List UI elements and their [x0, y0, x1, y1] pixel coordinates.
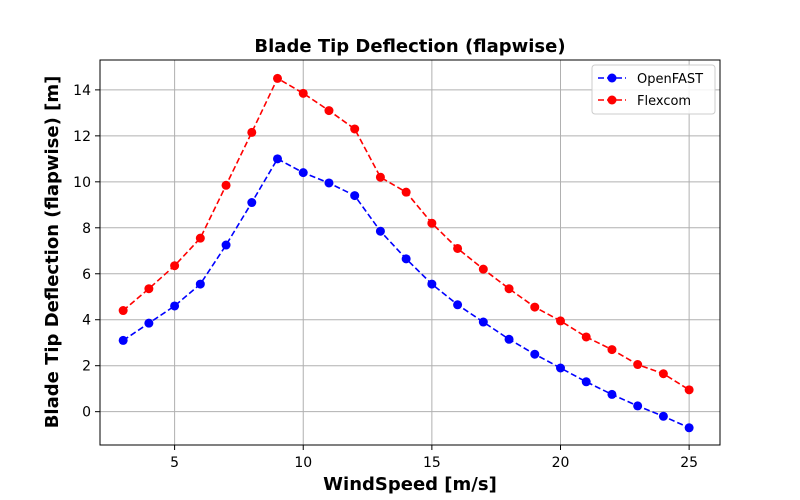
flexcom-point [658, 369, 668, 379]
openfast-point [195, 279, 205, 289]
series-layer [118, 73, 694, 433]
legend-box [591, 64, 716, 115]
legend: OpenFAST Flexcom [591, 64, 716, 115]
openfast-point [375, 226, 385, 236]
openfast-point [427, 279, 437, 289]
openfast-point [633, 401, 643, 411]
openfast-point [581, 377, 591, 387]
y-tick-label: 6 [82, 267, 91, 283]
openfast-legend-label: OpenFAST [637, 72, 703, 87]
y-tick-label: 4 [82, 313, 91, 329]
flexcom-legend-label: Flexcom [637, 94, 691, 109]
y-tick-label: 14 [73, 83, 91, 99]
flexcom-point [633, 360, 643, 370]
openfast-point [247, 198, 257, 208]
openfast-point [170, 301, 180, 311]
openfast-point [221, 240, 231, 250]
y-tick-label: 10 [73, 175, 91, 191]
openfast-point [453, 300, 463, 310]
openfast-legend-marker [607, 73, 617, 83]
openfast-point [350, 191, 360, 201]
y-tick-label: 8 [82, 221, 91, 237]
x-tick-label: 25 [680, 455, 698, 471]
flexcom-point [221, 180, 231, 190]
openfast-point [530, 349, 540, 359]
chart-title: Blade Tip Deflection (flapwise) [254, 36, 565, 57]
openfast-point [401, 254, 411, 264]
grid [100, 60, 720, 445]
flexcom-point [247, 127, 257, 137]
openfast-point [658, 411, 668, 421]
flexcom-point [684, 385, 694, 395]
y-tick-label: 0 [82, 405, 91, 421]
y-axis-label: Blade Tip Deflection (flapwise) [m] [42, 76, 63, 429]
ticks: 5 10 15 20 25 0 2 4 6 8 10 12 14 [73, 83, 698, 471]
y-tick-label: 2 [82, 359, 91, 375]
plot-frame [99, 59, 721, 446]
y-tick-label: 12 [73, 129, 91, 145]
openfast-point [144, 318, 154, 328]
flexcom-point [144, 284, 154, 294]
x-tick-label: 10 [294, 455, 312, 471]
flexcom-point [478, 264, 488, 274]
x-tick-label: 5 [170, 455, 179, 471]
flexcom-legend-marker [607, 95, 617, 105]
flexcom-point [427, 218, 437, 228]
flexcom-point [375, 172, 385, 182]
flexcom-point [555, 316, 565, 326]
flexcom-point [453, 243, 463, 253]
openfast-point [324, 178, 334, 188]
openfast-point [504, 334, 514, 344]
openfast-series-line [122, 157, 690, 429]
openfast-point [607, 389, 617, 399]
flexcom-point [118, 306, 128, 316]
flexcom-point [350, 124, 360, 134]
flexcom-point [530, 302, 540, 312]
flexcom-point [273, 73, 283, 83]
flexcom-point [298, 88, 308, 98]
openfast-point [478, 317, 488, 327]
flexcom-point [581, 332, 591, 342]
openfast-point [273, 154, 283, 164]
openfast-point [298, 168, 308, 178]
openfast-point [118, 335, 128, 345]
x-tick-label: 20 [552, 455, 570, 471]
x-axis-label: WindSpeed [m/s] [323, 474, 497, 495]
flexcom-point [170, 261, 180, 271]
flexcom-point [504, 284, 514, 294]
flexcom-point [401, 187, 411, 197]
x-tick-label: 15 [423, 455, 441, 471]
flexcom-series-line [122, 77, 690, 391]
flexcom-point [195, 233, 205, 243]
openfast-point [555, 363, 565, 373]
flexcom-point [324, 106, 334, 116]
openfast-point [684, 423, 694, 433]
flexcom-point [607, 345, 617, 355]
